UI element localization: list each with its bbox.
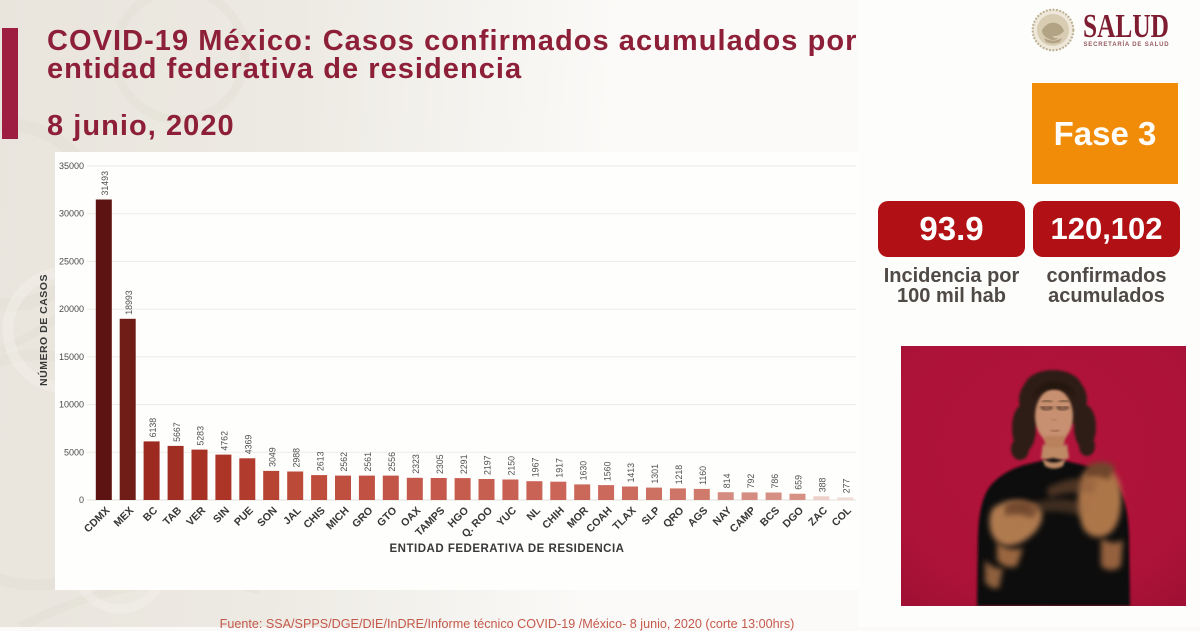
svg-text:1301: 1301 <box>650 464 660 484</box>
svg-text:1630: 1630 <box>578 461 588 481</box>
svg-text:3049: 3049 <box>267 447 277 467</box>
svg-text:1967: 1967 <box>531 458 541 478</box>
svg-text:VER: VER <box>184 504 208 528</box>
svg-text:ZAC: ZAC <box>806 504 830 528</box>
svg-text:5000: 5000 <box>64 447 84 457</box>
svg-text:2323: 2323 <box>411 454 421 474</box>
svg-text:786: 786 <box>770 474 780 489</box>
svg-text:TLAX: TLAX <box>611 505 639 533</box>
svg-text:ENTIDAD FEDERATIVA DE RESIDENC: ENTIDAD FEDERATIVA DE RESIDENCIA <box>390 543 625 555</box>
svg-text:GTO: GTO <box>375 505 400 530</box>
svg-text:6138: 6138 <box>148 418 158 438</box>
svg-text:JAL: JAL <box>281 504 304 527</box>
svg-text:18993: 18993 <box>124 290 134 315</box>
svg-text:SIN: SIN <box>211 505 232 526</box>
svg-text:CHIH: CHIH <box>540 505 567 532</box>
svg-text:659: 659 <box>794 475 804 490</box>
svg-text:AGS: AGS <box>686 505 711 530</box>
svg-text:GRO: GRO <box>350 505 376 531</box>
svg-text:CAMP: CAMP <box>728 505 759 536</box>
svg-text:1413: 1413 <box>626 463 636 483</box>
svg-text:30000: 30000 <box>59 209 84 219</box>
svg-text:COL: COL <box>830 504 855 529</box>
svg-text:2556: 2556 <box>387 452 397 472</box>
svg-text:TAB: TAB <box>161 504 185 528</box>
svg-text:COAH: COAH <box>584 505 615 536</box>
svg-text:2197: 2197 <box>483 455 493 475</box>
svg-text:2291: 2291 <box>459 454 469 474</box>
svg-text:277: 277 <box>842 479 852 494</box>
svg-text:4762: 4762 <box>220 431 230 451</box>
svg-text:4369: 4369 <box>244 435 254 455</box>
svg-text:DGO: DGO <box>781 505 807 531</box>
svg-text:2988: 2988 <box>291 448 301 468</box>
svg-text:SALUD: SALUD <box>1083 8 1169 45</box>
svg-text:NL: NL <box>525 504 544 523</box>
svg-text:1917: 1917 <box>555 458 565 478</box>
svg-text:SLP: SLP <box>640 505 663 528</box>
svg-text:2150: 2150 <box>507 456 517 476</box>
svg-text:0: 0 <box>79 495 84 505</box>
svg-text:15000: 15000 <box>59 352 84 362</box>
svg-text:5283: 5283 <box>196 426 206 446</box>
svg-text:CDMX: CDMX <box>82 505 113 536</box>
svg-text:388: 388 <box>818 478 828 493</box>
svg-text:792: 792 <box>746 474 756 489</box>
svg-text:MEX: MEX <box>112 505 137 530</box>
svg-text:SON: SON <box>255 505 280 530</box>
svg-text:BC: BC <box>141 504 161 524</box>
svg-text:2561: 2561 <box>363 452 373 472</box>
svg-text:QRO: QRO <box>661 505 687 531</box>
svg-text:CHIS: CHIS <box>301 505 327 531</box>
svg-text:5667: 5667 <box>172 422 182 442</box>
svg-text:1218: 1218 <box>674 465 684 485</box>
svg-text:2562: 2562 <box>339 452 349 472</box>
svg-text:814: 814 <box>722 473 732 488</box>
svg-text:31493: 31493 <box>100 171 110 196</box>
svg-text:1160: 1160 <box>698 466 708 485</box>
svg-text:20000: 20000 <box>59 304 84 314</box>
svg-text:YUC: YUC <box>495 504 520 529</box>
svg-text:25000: 25000 <box>59 256 84 266</box>
svg-text:1560: 1560 <box>602 461 612 481</box>
svg-text:SECRETARÍA DE SALUD: SECRETARÍA DE SALUD <box>1084 40 1170 48</box>
svg-text:10000: 10000 <box>59 400 84 410</box>
svg-text:2305: 2305 <box>435 454 445 474</box>
svg-text:NÚMERO DE CASOS: NÚMERO DE CASOS <box>37 274 50 386</box>
svg-text:MICH: MICH <box>324 505 352 533</box>
svg-text:2613: 2613 <box>315 451 325 471</box>
svg-text:BCS: BCS <box>758 505 782 529</box>
svg-text:PUE: PUE <box>232 505 256 529</box>
svg-text:35000: 35000 <box>59 161 84 171</box>
